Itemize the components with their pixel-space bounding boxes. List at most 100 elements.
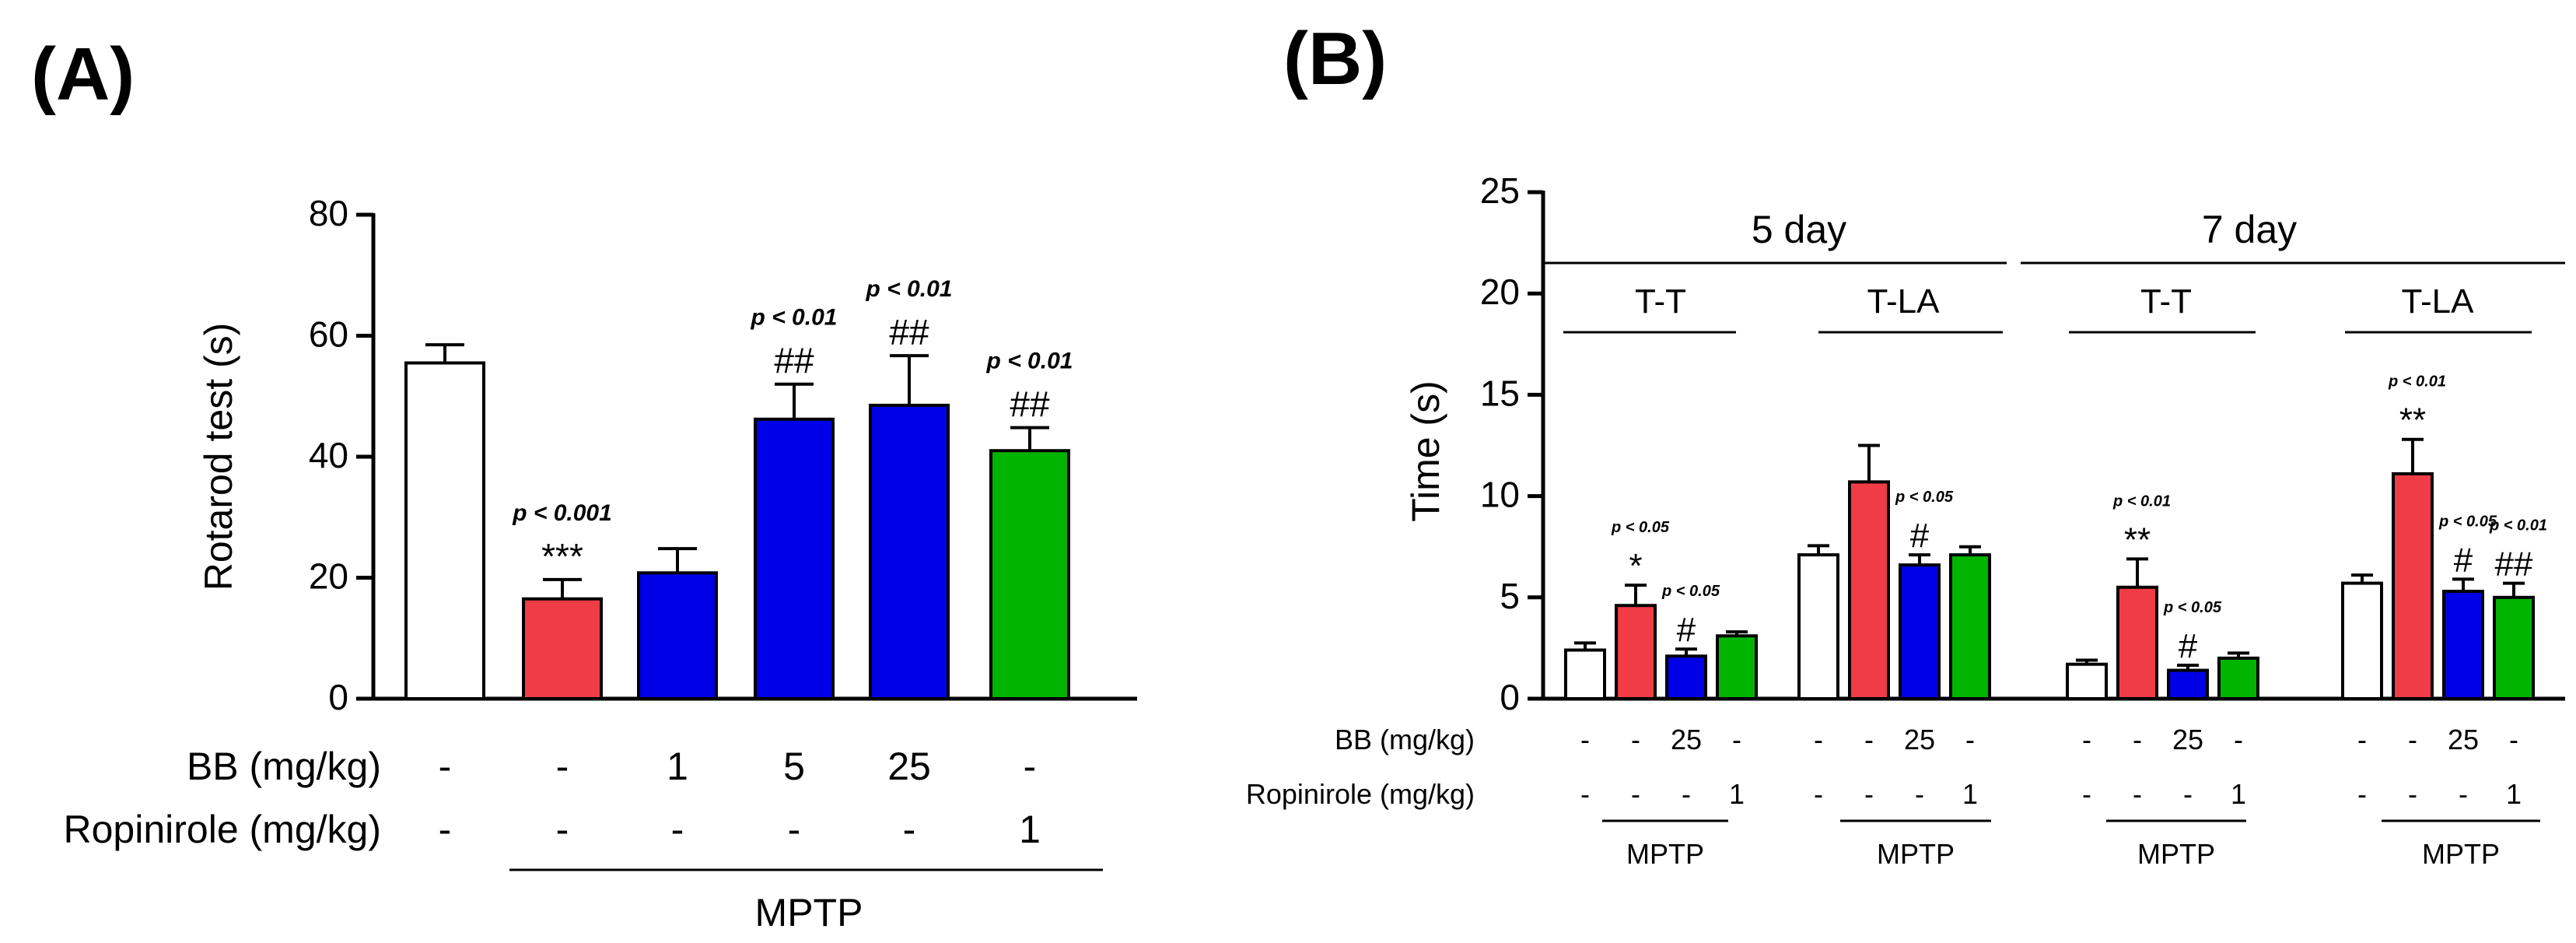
test-label: T-LA	[1867, 282, 1941, 321]
bar	[754, 417, 835, 700]
significance-marker: ##	[774, 341, 814, 381]
treatment-cell: -	[2509, 724, 2518, 755]
treatment-cell: -	[2082, 778, 2091, 810]
group-label: MPTP	[2137, 838, 2215, 870]
panel-a-chart: 0 20 40 60 80 Rotarod test (s) *** p < 0.001 ## p…	[64, 193, 1137, 934]
p-value-label: p < 0.01	[2489, 517, 2547, 535]
treatment-cell: -	[2133, 724, 2142, 755]
treatment-cell: 5	[783, 745, 805, 788]
treatment-cell: 1	[1729, 778, 1745, 810]
treatment-cell: -	[1580, 724, 1590, 755]
bar	[404, 361, 485, 700]
bar	[1949, 553, 1991, 701]
treatment-cell: -	[439, 745, 452, 788]
y-tick-label: 25	[1480, 170, 1520, 211]
y-tick-label: 20	[1480, 272, 1520, 312]
significance-marker: #	[2179, 627, 2198, 665]
bar	[2493, 595, 2535, 700]
panel-a-label: (A)	[31, 33, 135, 116]
treatment-cell: -	[439, 808, 452, 851]
bar	[989, 449, 1070, 700]
treatment-cell: -	[1732, 724, 1741, 755]
treatment-cell: 1	[1962, 778, 1978, 810]
treatment-cell: -	[1814, 778, 1823, 810]
treatment-cell: 25	[887, 745, 931, 788]
treatment-cell: -	[2082, 724, 2091, 755]
treatment-cell: 1	[2231, 778, 2246, 810]
p-value-label: p < 0.05	[1895, 489, 1954, 506]
significance-marker: ##	[889, 312, 929, 352]
bar	[2167, 668, 2209, 701]
group-label: MPTP	[1877, 838, 1955, 870]
y-axis-label: Rotarod test (s)	[197, 323, 240, 591]
bar	[1716, 634, 1758, 700]
bar	[1615, 604, 1657, 700]
treatment-cell: -	[1024, 745, 1037, 788]
y-tick-label: 5	[1500, 576, 1520, 616]
p-value-label: p < 0.05	[1611, 519, 1670, 536]
p-value-label: p < 0.05	[2163, 599, 2222, 616]
treatment-cell: -	[1631, 724, 1640, 755]
panel-b-label: (B)	[1283, 17, 1387, 100]
treatment-cell: 25	[2172, 724, 2203, 755]
significance-marker: **	[2124, 521, 2151, 559]
treatment-cell: 25	[2448, 724, 2479, 755]
bar	[1848, 480, 1890, 700]
bar	[2116, 585, 2158, 701]
bar	[522, 597, 603, 701]
treatment-cell: -	[1682, 778, 1691, 810]
significance-marker: #	[1677, 611, 1696, 649]
p-value-label: p < 0.01	[2388, 373, 2446, 391]
y-tick-label: 40	[309, 435, 348, 475]
group-label: MPTP	[2422, 838, 2500, 870]
treatment-cell: -	[2133, 778, 2142, 810]
treatment-row-label: Ropinirole (mg/kg)	[64, 808, 381, 851]
treatment-cell: -	[1631, 778, 1640, 810]
p-value-label: p < 0.001	[512, 500, 612, 526]
day-label: 5 day	[1752, 208, 1846, 251]
significance-marker: **	[2399, 401, 2426, 440]
treatment-cell: -	[1965, 724, 1975, 755]
treatment-cell: -	[788, 808, 801, 851]
treatment-cell: -	[903, 808, 916, 851]
treatment-cell: -	[2357, 778, 2367, 810]
significance-marker: ***	[541, 536, 583, 577]
y-tick-label: 0	[328, 677, 348, 717]
treatment-cell: 1	[667, 745, 688, 788]
treatment-cell: -	[2183, 778, 2193, 810]
treatment-cell: -	[556, 808, 569, 851]
treatment-cell: -	[1580, 778, 1590, 810]
treatment-cell: 1	[2506, 778, 2522, 810]
y-tick-label: 15	[1480, 373, 1520, 413]
bar	[2066, 662, 2108, 700]
p-value-label: p < 0.01	[2112, 493, 2171, 510]
group-label: MPTP	[755, 891, 863, 934]
significance-marker: ##	[2495, 545, 2533, 584]
treatment-cell: 25	[1904, 724, 1935, 755]
treatment-cell: -	[556, 745, 569, 788]
bar	[2442, 589, 2484, 700]
bar	[2217, 656, 2259, 700]
treatment-cell: -	[1915, 778, 1924, 810]
bar	[637, 571, 718, 701]
p-value-label: p < 0.01	[751, 305, 838, 331]
bar	[1665, 654, 1707, 700]
p-value-label: p < 0.05	[1661, 583, 1720, 600]
treatment-cell: -	[1814, 724, 1823, 755]
y-axis-label: Time (s)	[1404, 380, 1447, 521]
treatment-cell: 25	[1671, 724, 1702, 755]
treatment-cell: -	[2408, 724, 2417, 755]
y-tick-label: 10	[1480, 475, 1520, 515]
treatment-row-label: BB (mg/kg)	[187, 745, 381, 788]
bar	[2341, 581, 2383, 701]
test-label: T-LA	[2402, 282, 2475, 321]
test-label: T-T	[2140, 282, 2192, 321]
treatment-cell: -	[2357, 724, 2367, 755]
p-value-label: p < 0.01	[866, 276, 953, 302]
treatment-cell: -	[1864, 724, 1874, 755]
bar	[1564, 648, 1606, 701]
treatment-cell: -	[2234, 724, 2243, 755]
significance-marker: *	[1629, 547, 1642, 585]
treatment-row-label: Ropinirole (mg/kg)	[1246, 778, 1475, 810]
